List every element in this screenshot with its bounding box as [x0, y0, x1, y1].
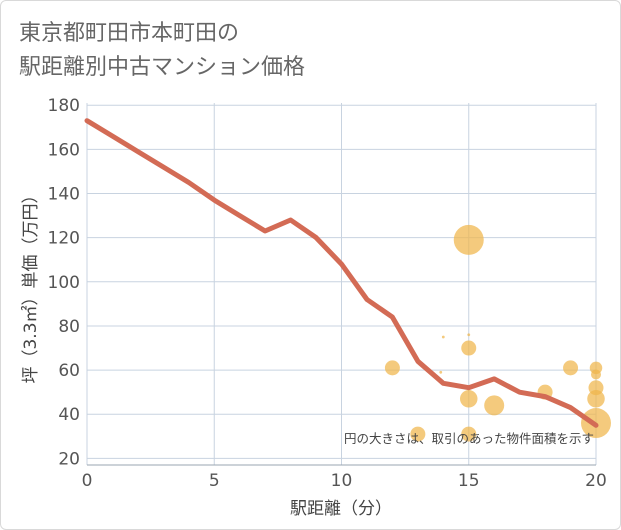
trend-line	[84, 118, 599, 428]
bubble-point	[439, 370, 443, 374]
y-tick-label: 20	[58, 449, 80, 469]
chart-title: 東京都町田市本町田の 駅距離別中古マンション価格	[19, 17, 305, 85]
bubble-size-note: 円の大きさは、取引のあった物件面積を示す	[344, 431, 594, 446]
bubble-point	[587, 390, 605, 408]
bubble-point	[484, 395, 505, 416]
bubble-point	[563, 360, 579, 376]
bubble-point	[410, 426, 426, 442]
y-tick-label: 120	[48, 229, 80, 249]
x-tick-label: 15	[458, 471, 480, 491]
y-tick-label: 60	[58, 361, 80, 381]
bubble-series	[384, 224, 611, 442]
x-tick-label: 0	[82, 471, 93, 491]
x-tick-label: 20	[585, 471, 607, 491]
bubble-point	[467, 333, 471, 337]
y-tick-label: 140	[48, 185, 80, 205]
y-tick-label: 100	[48, 273, 80, 293]
bubble-point	[384, 360, 400, 376]
bubble-point	[453, 224, 484, 255]
x-tick-label: 5	[209, 471, 220, 491]
y-axis-title: 坪（3.3㎡）単価（万円）	[21, 186, 41, 383]
chart-title-line-2: 駅距離別中古マンション価格	[19, 55, 306, 80]
bubble-point	[460, 390, 478, 408]
x-tick-label: 10	[331, 471, 353, 491]
y-tick-labels: 20 40 60 80 100 120 140 160 180	[48, 96, 80, 469]
bubble-point	[591, 369, 601, 380]
x-tick-labels: 0 5 10 15 20	[82, 471, 607, 491]
gridlines	[86, 103, 597, 465]
chart-title-line-1: 東京都町田市本町田の	[19, 21, 240, 46]
trend-series	[84, 118, 599, 428]
y-tick-label: 80	[58, 317, 80, 337]
y-tick-label: 40	[58, 405, 80, 425]
y-tick-label: 180	[48, 96, 80, 116]
bubble-point	[461, 340, 477, 356]
x-axis-title: 駅距離（分）	[290, 499, 392, 519]
bubble-point	[461, 426, 477, 442]
y-tick-label: 160	[48, 140, 80, 160]
bubble-point	[441, 335, 445, 339]
